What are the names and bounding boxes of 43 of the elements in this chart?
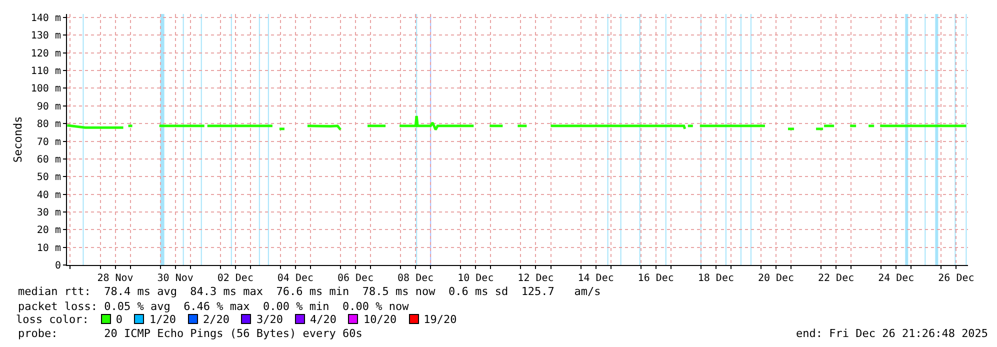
y-tick-label: 30 m [36, 207, 61, 218]
text: packet loss: 0.05 % avg 6.46 % max 0.00 % min 0.00 % now [18, 300, 410, 313]
y-tick-label: 0 [54, 260, 61, 272]
y-tick-label: 90 m [36, 101, 61, 112]
y-tick-label: 40 m [36, 190, 61, 201]
text: end: Fri Dec 26 21:26:48 2025 [796, 327, 988, 340]
y-tick-label: 60 m [36, 154, 61, 166]
y-tick-label: 70 m [36, 136, 61, 148]
y-tick-label: 50 m [36, 172, 61, 184]
x-tick-label: 04 Dec [277, 273, 314, 284]
legend-label: 19/20 [424, 312, 457, 326]
y-tick-label: 20 m [36, 225, 61, 236]
y-tick-label: 10 m [36, 242, 61, 254]
x-tick-label: 16 Dec [638, 273, 674, 284]
legend-label: 1/20 [149, 312, 176, 326]
y-tick-label: 140 m [30, 13, 61, 24]
x-tick-label: 22 Dec [818, 273, 854, 284]
x-tick-label: 06 Dec [337, 273, 374, 284]
x-tick-label: 08 Dec [398, 273, 434, 284]
x-tick-label: 10 Dec [458, 273, 494, 284]
x-tick-label: 26 Dec [938, 273, 974, 284]
x-tick-label: 20 Dec [758, 273, 794, 284]
y-tick-label: 130 m [30, 30, 61, 42]
text: probe: 20 ICMP Echo Pings (56 Bytes) every 60s [18, 327, 362, 340]
y-tick-label: 100 m [30, 84, 61, 95]
y-tick-label: 110 m [30, 66, 61, 78]
text: median rtt: 78.4 ms avg 84.3 ms max 76.6 ms min 78.5 ms now 0.6 ms sd 125.7 am/s [18, 285, 601, 298]
legend-label: 4/20 [310, 312, 336, 326]
legend-label: 10/20 [363, 312, 397, 326]
legend-label: 0 [116, 312, 122, 326]
legend-label: 2/20 [202, 312, 230, 326]
y-tick-label: 120 m [30, 48, 61, 60]
x-tick-label: 28 Nov [97, 273, 134, 284]
x-tick-label: 12 Dec [518, 273, 554, 284]
x-tick-label: 18 Dec [698, 273, 734, 284]
legend-label: 3/20 [256, 312, 283, 326]
y-tick-label: 80 m [36, 119, 61, 130]
x-tick-label: 24 Dec [878, 273, 914, 284]
x-tick-label: 30 Nov [157, 273, 194, 284]
y-axis-title: Seconds [12, 116, 25, 163]
x-tick-label: 02 Dec [217, 273, 254, 284]
x-tick-label: 14 Dec [578, 273, 614, 284]
legend-title: loss color: [16, 312, 89, 326]
